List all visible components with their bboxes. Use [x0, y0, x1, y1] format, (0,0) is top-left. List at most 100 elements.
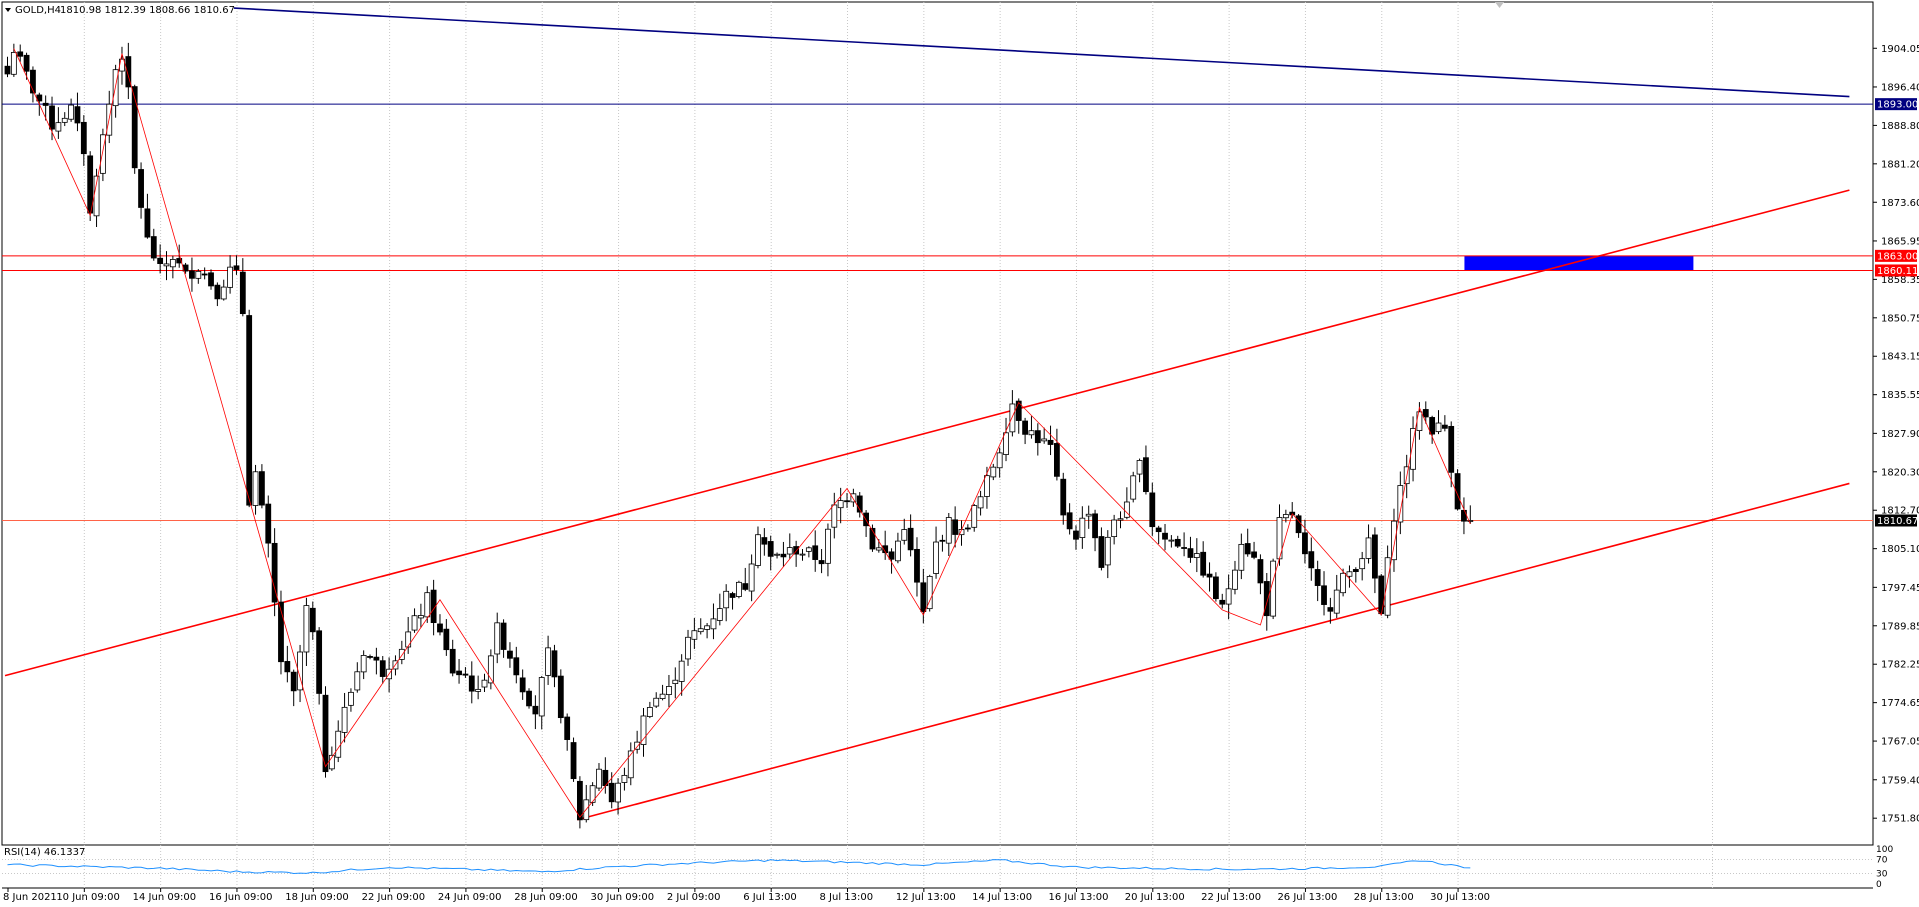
bear-candle: [1143, 457, 1149, 493]
trendlines-layer: [4, 7, 1850, 821]
bull-candle: [195, 270, 202, 279]
bear-candle: [456, 670, 462, 676]
chart-shift-marker[interactable]: [1495, 2, 1504, 8]
bear-candle: [437, 623, 443, 633]
bull-candle: [1340, 572, 1346, 594]
bear-candle: [907, 527, 914, 551]
bull-candle: [1333, 589, 1340, 614]
red-level-lower-label-box: [1875, 264, 1917, 277]
bear-candle: [258, 471, 265, 506]
bear-candle: [1372, 534, 1378, 579]
bear-candle: [23, 54, 30, 72]
navy-level-label-box: [1875, 98, 1917, 111]
price-labels: 1893.00 1863.00 1860.11 1810.67: [1875, 98, 1918, 527]
bull-candle: [538, 677, 545, 717]
bear-candle: [49, 105, 55, 130]
time-tick-label: 20 Jul 13:00: [1125, 892, 1185, 903]
price-tick-label: 1797.45: [1881, 583, 1919, 594]
price-tick-label: 1789.85: [1881, 621, 1919, 632]
bull-candle: [850, 493, 857, 503]
bear-candle: [449, 648, 456, 674]
bear-candle: [1454, 473, 1461, 510]
bull-candle: [825, 528, 831, 564]
bear-candle: [570, 742, 577, 780]
bear-candle: [964, 527, 971, 530]
bull-candle: [926, 575, 933, 610]
bear-candle: [513, 657, 520, 676]
long-descending: [233, 7, 1850, 98]
bear-candle: [564, 716, 571, 740]
bear-candle: [233, 265, 240, 270]
bull-candle: [1130, 475, 1137, 500]
bear-candle: [812, 545, 819, 560]
bear-candle: [1219, 599, 1226, 605]
bear-candle: [4, 65, 11, 75]
bear-candle: [1441, 424, 1448, 429]
bear-candle: [87, 155, 94, 214]
price-tick-label: 1865.95: [1881, 236, 1919, 247]
upper-channel: [4, 189, 1850, 677]
price-axis: 1904.05 1896.40 1888.80 1881.20 1873.60 1865.…: [1873, 44, 1919, 825]
bear-candle: [201, 273, 208, 276]
lower-channel: [577, 482, 1850, 821]
price-tick-label: 1835.55: [1881, 390, 1919, 401]
bull-candle: [1041, 438, 1048, 442]
bull-candle: [945, 517, 952, 544]
bull-candle: [1391, 520, 1397, 561]
bear-candle: [1213, 576, 1219, 600]
bear-candle: [367, 656, 373, 658]
bear-candle: [144, 208, 151, 238]
bull-candle: [354, 671, 361, 691]
bull-candle: [100, 134, 106, 174]
bull-candle: [901, 529, 908, 541]
bear-candle: [869, 527, 876, 550]
bull-candle: [748, 563, 755, 592]
bull-candle: [335, 730, 342, 758]
bull-candle: [685, 636, 691, 660]
bull-candle: [398, 648, 405, 660]
bull-candle: [659, 693, 666, 700]
bear-candle: [608, 782, 615, 803]
time-tick-label: 14 Jun 09:00: [133, 892, 197, 903]
bull-candle: [1397, 485, 1404, 523]
bull-candle: [1270, 560, 1277, 617]
price-tick-label: 1858.35: [1881, 275, 1919, 286]
zone-layer: [1464, 255, 1694, 271]
rsi-line: [7, 859, 1471, 874]
bear-candle: [1066, 512, 1073, 530]
bear-candle: [818, 560, 825, 565]
bear-candle: [239, 271, 246, 315]
rsi-scale-label: 30: [1876, 870, 1888, 880]
rsi-scale-label: 0: [1876, 880, 1882, 890]
bull-candle: [1365, 537, 1372, 559]
bull-candle: [640, 715, 647, 745]
bull-candle: [1225, 588, 1232, 605]
bull-candle: [990, 466, 997, 478]
bull-candle: [786, 547, 793, 555]
bull-candle: [1410, 428, 1416, 470]
bear-candle: [1378, 575, 1385, 615]
bull-candle: [424, 592, 431, 618]
chart-menu-icon[interactable]: [5, 8, 11, 12]
bull-candle: [1435, 422, 1442, 433]
bull-candle: [1168, 539, 1175, 542]
ohlc-header: 1810.98 1812.39 1808.66 1810.67: [60, 5, 235, 16]
bear-candle: [322, 694, 329, 773]
navy-level-label: 1893.00: [1877, 100, 1918, 111]
bear-candle: [278, 601, 284, 663]
bear-candle: [1308, 551, 1315, 569]
time-tick-label: 30 Jun 09:00: [591, 892, 655, 903]
bear-candle: [844, 500, 850, 503]
zigzag-layer: [13, 48, 1471, 818]
bull-candle: [1117, 518, 1124, 521]
bull-candle: [799, 553, 806, 556]
bull-candle: [596, 768, 602, 789]
bull-candle: [487, 655, 494, 684]
bear-candle: [1295, 515, 1302, 534]
bear-candle: [1022, 420, 1028, 435]
bull-candle: [646, 707, 653, 717]
bull-candle: [831, 504, 838, 528]
